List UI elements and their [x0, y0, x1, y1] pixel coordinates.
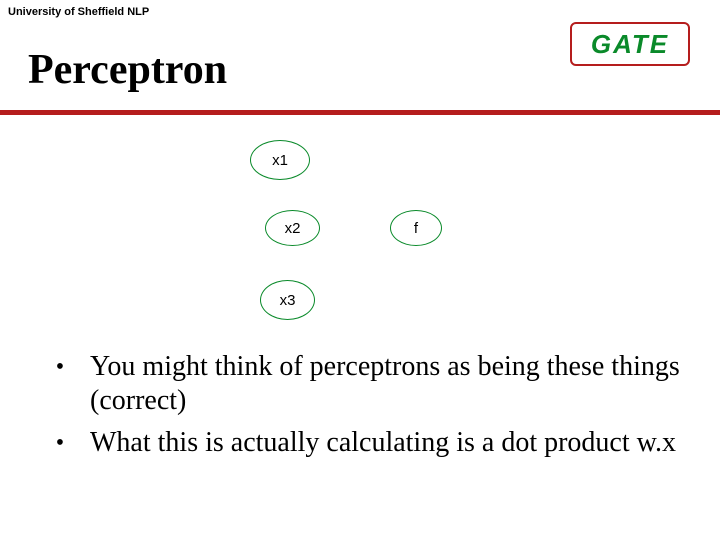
bullet-item: •What this is actually calculating is a …	[30, 426, 700, 460]
bullet-item: •You might think of perceptrons as being…	[30, 350, 700, 418]
header-label: University of Sheffield NLP	[8, 6, 149, 18]
bullet-marker: •	[30, 350, 90, 384]
bullet-marker: •	[30, 426, 90, 460]
bullet-list: •You might think of perceptrons as being…	[30, 350, 700, 468]
page-title: Perceptron	[28, 46, 227, 94]
gate-logo: GATE	[570, 22, 690, 66]
bullet-text: What this is actually calculating is a d…	[90, 426, 676, 460]
title-divider	[0, 110, 720, 115]
diagram-input-3: x3	[260, 280, 315, 320]
bullet-text: You might think of perceptrons as being …	[90, 350, 700, 418]
diagram-input-2: x2	[265, 210, 320, 246]
diagram-input-1: x1	[250, 140, 310, 180]
gate-logo-text: GATE	[591, 29, 669, 60]
diagram-output: f	[390, 210, 442, 246]
perceptron-diagram: x1 x2 x3 f	[250, 140, 490, 340]
